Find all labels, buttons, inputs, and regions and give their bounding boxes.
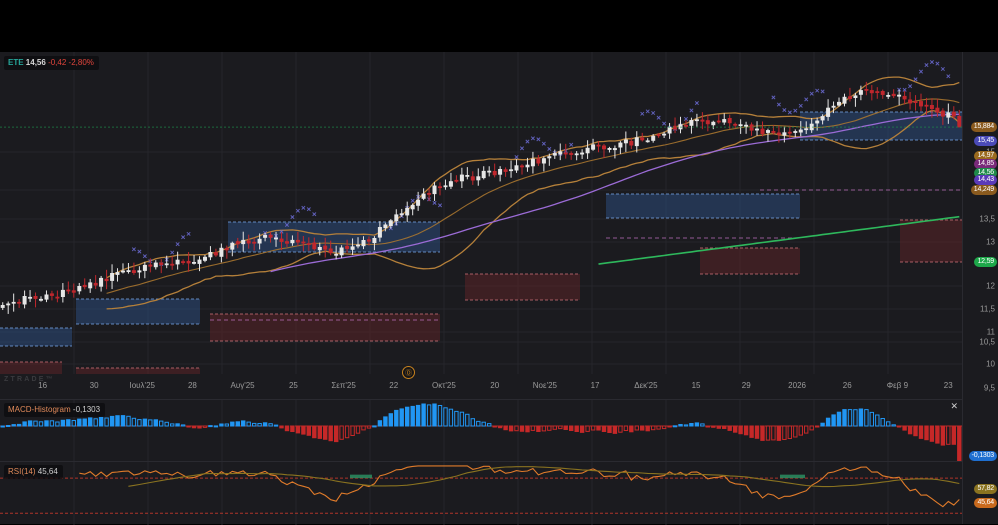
dividend-marker-icon[interactable]: Ⓓ xyxy=(402,366,416,379)
chart-shell: ETE 14,56 -0,42 -2,80% ZTRADE™ 16 30 Ιουλ'… xyxy=(0,52,998,525)
time-tick: Νοε'25 xyxy=(532,381,557,390)
time-tick: 29 xyxy=(741,381,751,390)
macd-value: -0,1303 xyxy=(72,405,101,414)
time-tick: 17 xyxy=(590,381,600,390)
price-chart-pane[interactable]: ETE 14,56 -0,42 -2,80% xyxy=(0,52,962,374)
rsi-title: RSI(14) xyxy=(8,467,36,476)
price-tick: 10,5 xyxy=(979,337,995,347)
time-tick: 2026 xyxy=(788,381,806,390)
time-tick: 25 xyxy=(288,381,298,390)
macd-legend[interactable]: MACD-Histogram -0,1303 xyxy=(4,403,106,417)
price-tick: 13 xyxy=(986,237,995,247)
price-tick: 9,5 xyxy=(983,383,995,393)
time-tick: 16 xyxy=(38,381,48,390)
time-tick: Σεπ'25 xyxy=(331,381,356,390)
ticker-legend[interactable]: ETE 14,56 -0,42 -2,80% xyxy=(4,56,99,70)
letterbox-top-bar xyxy=(0,0,998,52)
ticker-change: -0,42 xyxy=(48,58,67,67)
time-tick: 23 xyxy=(943,381,953,390)
price-tick: 13,5 xyxy=(979,214,995,224)
time-tick: Δεκ'25 xyxy=(634,381,658,390)
price-canvas xyxy=(0,52,962,374)
price-tick: 11,5 xyxy=(980,304,995,314)
macd-pane[interactable]: MACD-Histogram -0,1303 ✕ xyxy=(0,399,962,462)
macd-title: MACD-Histogram xyxy=(8,405,71,414)
time-tick: 22 xyxy=(389,381,399,390)
last-price-badge[interactable]: 14,56 xyxy=(974,168,997,178)
rsi-legend[interactable]: RSI(14) 45,64 xyxy=(4,465,63,479)
rsi-canvas xyxy=(0,462,962,525)
ticker-symbol: ETE xyxy=(8,58,24,67)
rsi-ma-badge[interactable]: 57,82 xyxy=(974,484,997,494)
brand-watermark: ZTRADE™ xyxy=(4,376,55,383)
time-tick: Φεβ 9 xyxy=(886,381,909,390)
rsi-pane[interactable]: RSI(14) 45,64 xyxy=(0,461,962,525)
price-tick: 11 xyxy=(986,327,995,337)
time-tick: Ιουλ'25 xyxy=(129,381,155,390)
ticker-last-price: 14,56 xyxy=(25,58,46,67)
time-tick: Οκτ'25 xyxy=(431,381,456,390)
macd-close-icon[interactable]: ✕ xyxy=(950,401,958,411)
lower-band-badge[interactable]: 14,249 xyxy=(970,185,997,195)
time-tick: 15 xyxy=(691,381,701,390)
rsi-value: 45,64 xyxy=(37,467,58,476)
price-tick: 10 xyxy=(986,359,995,369)
ticker-change-pct: -2,80% xyxy=(68,58,94,67)
macd-value-badge[interactable]: -0,1303 xyxy=(968,451,997,461)
time-tick: Αυγ'25 xyxy=(230,381,255,390)
ma-mid-badge[interactable]: 14,43 xyxy=(974,175,997,185)
macd-canvas xyxy=(0,400,962,462)
time-tick: 28 xyxy=(187,381,197,390)
price-tick: 12 xyxy=(986,281,995,291)
time-tick: 30 xyxy=(89,381,99,390)
trend-ma-badge[interactable]: 12,59 xyxy=(974,257,997,267)
upper-band-badge[interactable]: 15,884 xyxy=(970,122,997,132)
time-axis[interactable]: ZTRADE™ 16 30 Ιουλ'25 28 Αυγ'25 25 Σεπ'25 22 Οκτ… xyxy=(0,366,962,399)
time-tick: 26 xyxy=(842,381,852,390)
time-tick: 20 xyxy=(490,381,500,390)
alert-badge[interactable]: 14,85 xyxy=(974,159,997,169)
rsi-value-badge[interactable]: 45,64 xyxy=(974,498,997,508)
ma-fast-badge[interactable]: 14,97 xyxy=(974,151,997,161)
sar-badge[interactable]: 15,45 xyxy=(974,136,997,146)
